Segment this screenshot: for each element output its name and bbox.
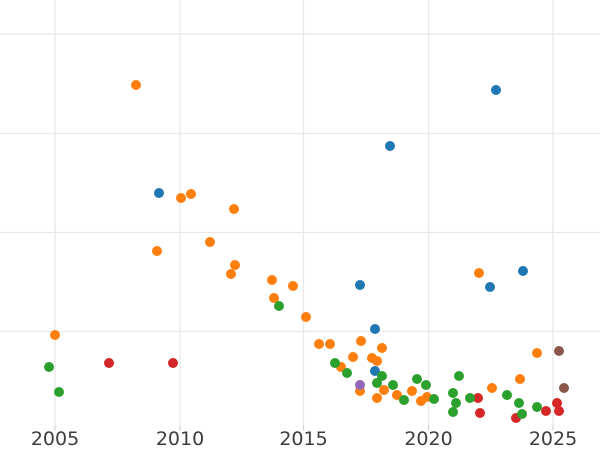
data-point-series-orange [176, 193, 186, 203]
data-point-series-orange [226, 269, 236, 279]
data-point-series-green [412, 374, 422, 384]
data-point-series-green [448, 407, 458, 417]
data-point-series-red [104, 358, 114, 368]
data-point-series-brown [554, 346, 564, 356]
data-point-series-orange [372, 393, 382, 403]
data-point-series-red [168, 358, 178, 368]
data-point-series-green [399, 395, 409, 405]
data-point-series-orange [487, 383, 497, 393]
data-point-series-green [448, 388, 458, 398]
data-point-series-green [465, 393, 475, 403]
data-point-series-green [372, 378, 382, 388]
data-point-series-orange [377, 343, 387, 353]
data-point-series-green [44, 362, 54, 372]
data-point-series-orange [131, 80, 141, 90]
data-point-series-green [330, 358, 340, 368]
data-point-series-orange [325, 339, 335, 349]
x-tick-label: 2005 [31, 428, 79, 450]
data-point-series-orange [288, 281, 298, 291]
data-points [44, 80, 569, 423]
data-point-series-red [554, 406, 564, 416]
data-point-series-orange [269, 293, 279, 303]
data-point-series-green [517, 409, 527, 419]
data-point-series-orange [229, 204, 239, 214]
data-point-series-orange [379, 385, 389, 395]
data-point-series-blue [370, 324, 380, 334]
data-point-series-orange [152, 246, 162, 256]
data-point-series-blue [485, 282, 495, 292]
data-point-series-orange [532, 348, 542, 358]
data-point-series-green [454, 371, 464, 381]
data-point-series-green [388, 380, 398, 390]
data-point-series-red [552, 398, 562, 408]
data-point-series-green [342, 368, 352, 378]
data-point-series-green [514, 398, 524, 408]
data-point-series-green [274, 301, 284, 311]
x-axis-tick-labels: 2005 2010 2015 2020 2025 [31, 428, 577, 450]
data-point-series-red [475, 408, 485, 418]
data-point-series-orange [474, 268, 484, 278]
data-point-series-orange [356, 336, 366, 346]
data-point-series-blue [370, 366, 380, 376]
data-point-series-purple [355, 380, 365, 390]
x-tick-label: 2010 [156, 428, 204, 450]
data-point-series-red [473, 393, 483, 403]
data-point-series-green [502, 390, 512, 400]
data-point-series-orange [372, 356, 382, 366]
x-axis-tick-marks [54, 425, 554, 431]
data-point-series-orange [186, 189, 196, 199]
data-point-series-orange [348, 352, 358, 362]
data-point-series-green [421, 380, 431, 390]
data-point-series-orange [301, 312, 311, 322]
data-point-series-orange [50, 330, 60, 340]
data-point-series-red [541, 406, 551, 416]
data-point-series-orange [267, 275, 277, 285]
gridlines [0, 0, 600, 426]
data-point-series-blue [154, 188, 164, 198]
x-tick-label: 2020 [404, 428, 452, 450]
data-point-series-blue [385, 141, 395, 151]
data-point-series-orange [515, 374, 525, 384]
x-tick-label: 2015 [279, 428, 327, 450]
data-point-series-green [532, 402, 542, 412]
data-point-series-orange [407, 386, 417, 396]
data-point-series-blue [518, 266, 528, 276]
data-point-series-green [54, 387, 64, 397]
data-point-series-brown [559, 383, 569, 393]
data-point-series-green [377, 371, 387, 381]
data-point-series-blue [491, 85, 501, 95]
data-point-series-orange [205, 237, 215, 247]
data-point-series-green [429, 394, 439, 404]
data-point-series-orange [230, 260, 240, 270]
data-point-series-green [451, 398, 461, 408]
data-point-series-orange [392, 390, 402, 400]
data-point-series-orange [314, 339, 324, 349]
x-tick-label: 2025 [529, 428, 577, 450]
data-point-series-blue [355, 280, 365, 290]
